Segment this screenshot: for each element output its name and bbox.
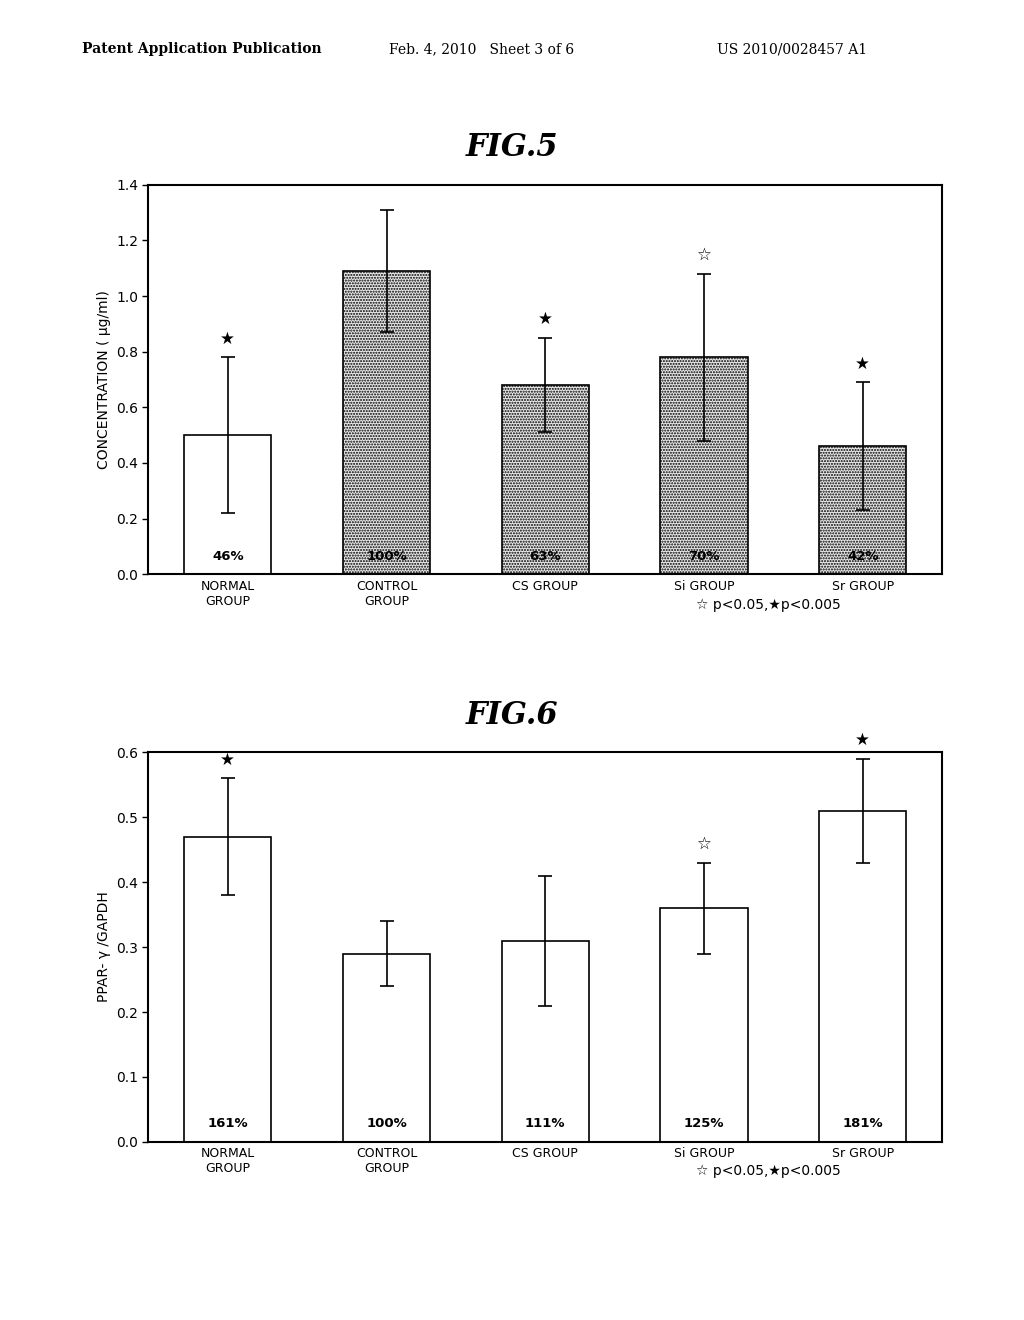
Text: 161%: 161% <box>208 1117 248 1130</box>
Text: Feb. 4, 2010   Sheet 3 of 6: Feb. 4, 2010 Sheet 3 of 6 <box>389 42 574 57</box>
Text: 42%: 42% <box>847 549 879 562</box>
Text: ☆ p<0.05,★p<0.005: ☆ p<0.05,★p<0.005 <box>696 1164 841 1179</box>
Text: US 2010/0028457 A1: US 2010/0028457 A1 <box>717 42 867 57</box>
Bar <box>343 271 430 574</box>
Text: Patent Application Publication: Patent Application Publication <box>82 42 322 57</box>
Bar <box>502 941 589 1142</box>
Text: ★: ★ <box>538 310 553 329</box>
Bar <box>343 953 430 1142</box>
Text: 111%: 111% <box>525 1117 565 1130</box>
Text: 100%: 100% <box>367 1117 407 1130</box>
Text: ☆: ☆ <box>696 246 712 264</box>
Bar <box>819 810 906 1142</box>
Text: 100%: 100% <box>367 549 407 562</box>
Text: ☆: ☆ <box>696 836 712 853</box>
Text: ★: ★ <box>855 355 870 372</box>
Text: ★: ★ <box>220 330 236 347</box>
Text: ★: ★ <box>220 751 236 768</box>
Text: ☆ p<0.05,★p<0.005: ☆ p<0.05,★p<0.005 <box>696 598 841 612</box>
Bar <box>819 446 906 574</box>
Bar <box>502 385 589 574</box>
Text: ★: ★ <box>855 731 870 750</box>
Text: 125%: 125% <box>684 1117 724 1130</box>
Text: 63%: 63% <box>529 549 561 562</box>
Y-axis label: PPAR- γ /GAPDH: PPAR- γ /GAPDH <box>96 892 111 1002</box>
Text: 181%: 181% <box>843 1117 883 1130</box>
Text: FIG.5: FIG.5 <box>466 132 558 162</box>
Text: 70%: 70% <box>688 549 720 562</box>
Bar <box>660 358 748 574</box>
Bar <box>184 436 271 574</box>
Y-axis label: CONCENTRATION ( μg/ml): CONCENTRATION ( μg/ml) <box>96 290 111 469</box>
Text: 46%: 46% <box>212 549 244 562</box>
Text: FIG.6: FIG.6 <box>466 700 558 730</box>
Bar <box>660 908 748 1142</box>
Bar <box>184 837 271 1142</box>
